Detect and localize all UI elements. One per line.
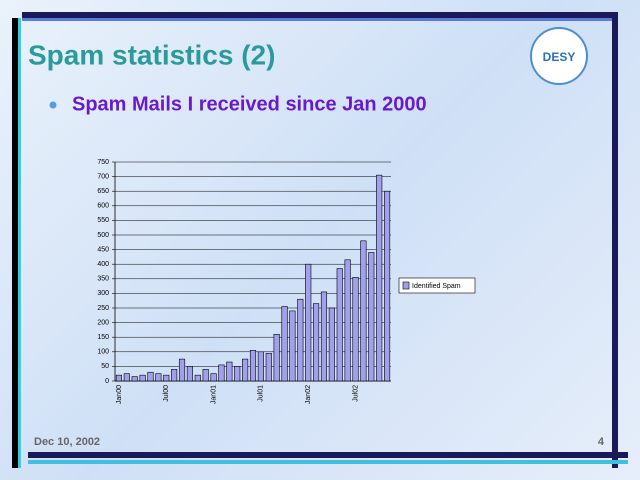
bar [155, 373, 162, 382]
deco-bar [18, 18, 21, 468]
slide-title: Spam statistics (2) [28, 39, 275, 70]
y-tick-label: 50 [101, 363, 109, 370]
bar [186, 366, 193, 382]
bar [171, 369, 178, 382]
bar [194, 374, 201, 382]
y-tick-label: 450 [97, 246, 109, 253]
logo [530, 27, 588, 85]
bar [360, 240, 367, 382]
page-number: 4 [598, 436, 605, 448]
deco-bar [22, 12, 618, 18]
bar [249, 350, 257, 382]
x-tick-label: Jan00 [116, 385, 123, 404]
y-tick-label: 250 [97, 305, 109, 312]
bar [115, 374, 123, 382]
legend-label: Identified Spam [412, 283, 461, 290]
bar [210, 373, 217, 382]
logo-text: DESY [543, 50, 576, 64]
deco-bar [22, 18, 618, 21]
y-tick-label: 150 [97, 334, 109, 341]
legend-swatch [402, 281, 410, 290]
y-tick-label: 0 [105, 378, 109, 385]
bar [289, 310, 296, 382]
x-tick-label: Jul01 [258, 385, 265, 402]
bar [383, 190, 391, 382]
bar [336, 268, 343, 382]
y-tick-label: 750 [97, 159, 109, 166]
bar [265, 352, 272, 382]
bullet-dot [49, 101, 57, 109]
y-tick-label: 100 [97, 349, 109, 356]
bar [376, 174, 383, 382]
bar [257, 351, 264, 382]
y-tick-label: 550 [97, 217, 109, 224]
x-tick-label: Jul02 [352, 385, 359, 402]
deco-bar [28, 460, 628, 464]
bar [281, 306, 288, 382]
deco-bar [28, 452, 628, 458]
bar [178, 358, 186, 382]
y-tick-label: 350 [97, 276, 109, 283]
deco-bar [612, 18, 618, 468]
bar [218, 364, 225, 382]
x-tick-label: Jul00 [163, 385, 170, 402]
bar [139, 374, 146, 382]
bar [131, 376, 138, 382]
deco-bar [12, 18, 18, 468]
y-tick-label: 650 [97, 188, 109, 195]
bar [163, 374, 170, 382]
bar [352, 277, 359, 382]
bar [202, 369, 209, 382]
bar [368, 252, 375, 382]
x-tick-label: Jan02 [305, 385, 312, 404]
bar [273, 333, 280, 382]
bar [147, 371, 154, 382]
y-tick-label: 500 [97, 232, 109, 239]
bar [344, 259, 351, 382]
y-tick-label: 700 [97, 173, 109, 180]
y-tick-label: 400 [97, 261, 109, 268]
bar [320, 291, 328, 382]
chart: 0 50 100 150 200 250 300 350 400 450 500 550 600 650 7… [97, 159, 476, 404]
y-tick-label: 200 [97, 319, 109, 326]
bar [305, 263, 312, 382]
x-tick-label: Jan01 [210, 385, 217, 404]
bar [297, 298, 304, 382]
bullet-text: Spam Mails I received since Jan 2000 [72, 93, 427, 115]
y-tick-label: 600 [97, 203, 109, 210]
bar [242, 358, 249, 382]
bar [123, 373, 130, 382]
y-tick-label: 300 [97, 290, 109, 297]
bar [226, 361, 233, 382]
legend-box [398, 277, 476, 294]
footer-date: Dec 10, 2002 [34, 436, 100, 448]
bar [313, 303, 320, 382]
bar [234, 366, 241, 382]
bar [328, 307, 335, 382]
